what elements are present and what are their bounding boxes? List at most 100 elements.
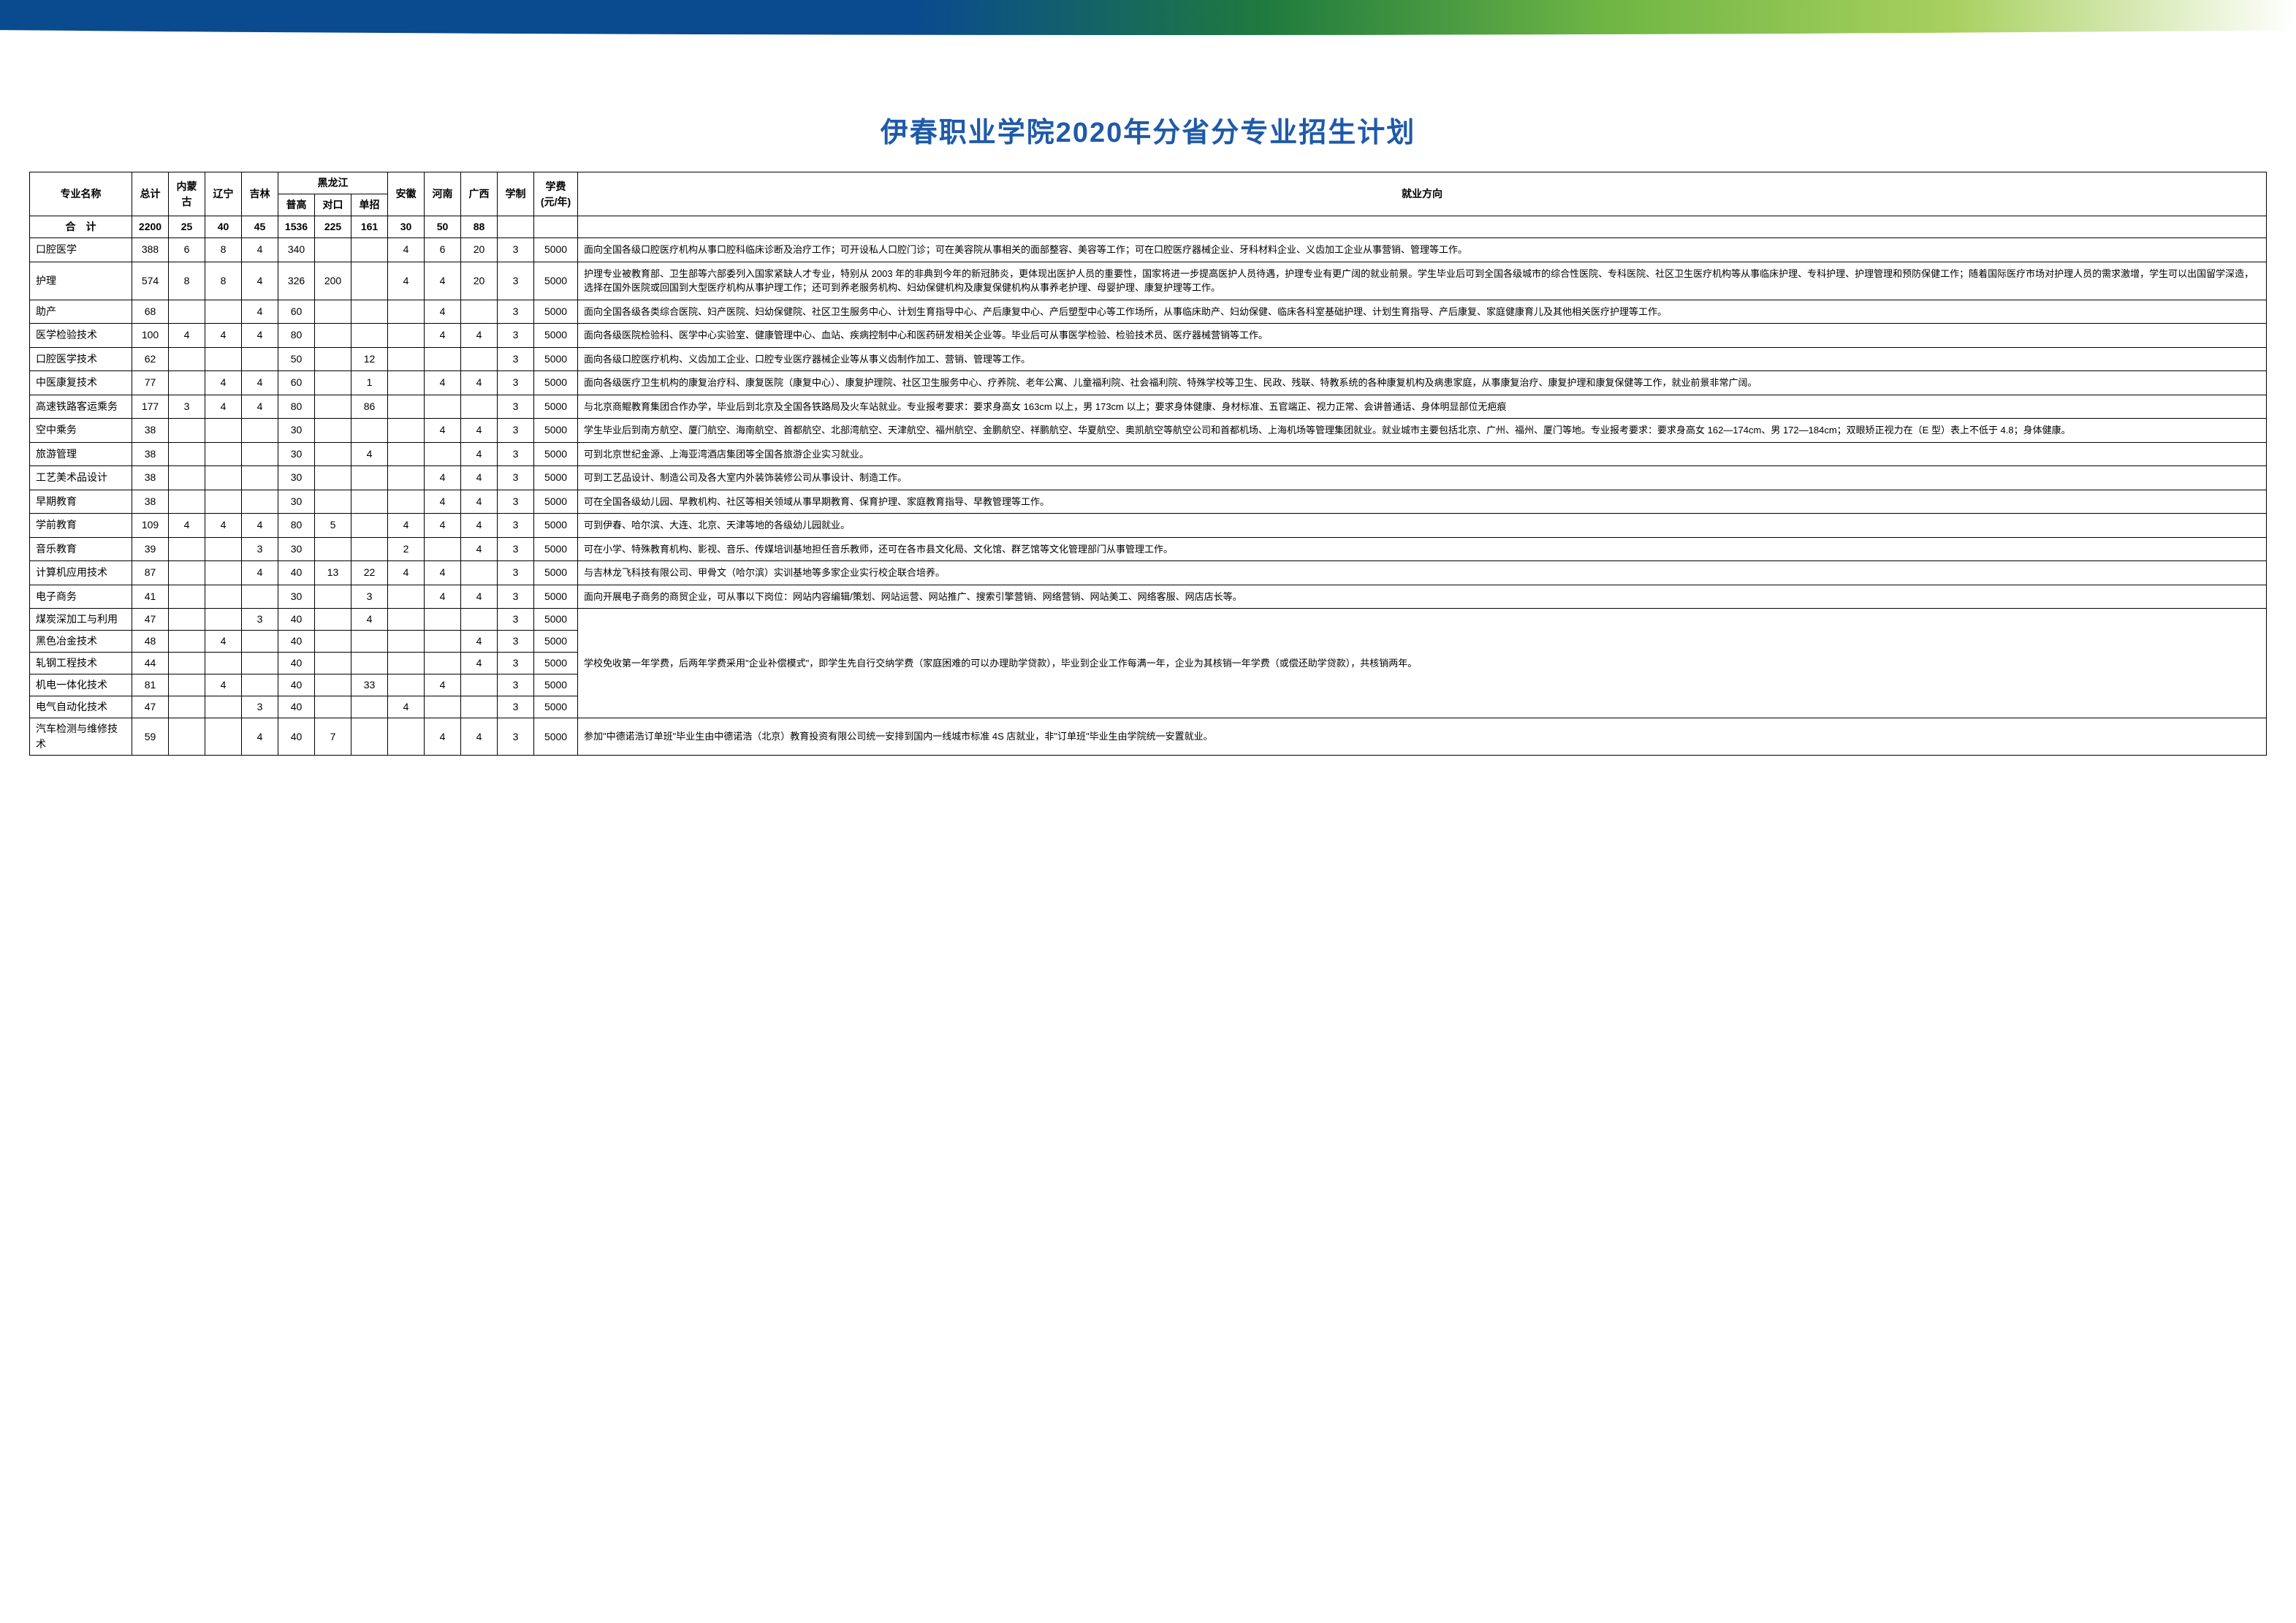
cell-ah [388, 674, 425, 696]
cell-ah: 2 [388, 537, 425, 561]
cell-dz [351, 537, 388, 561]
cell-dk [315, 490, 351, 514]
cell-total: 38 [132, 442, 169, 466]
cell-nmg: 4 [169, 324, 205, 348]
cell-hn: 4 [425, 419, 461, 443]
cell-hn: 4 [425, 514, 461, 538]
cell-total: 177 [132, 395, 169, 419]
cell-gx: 4 [461, 585, 498, 609]
cell-pg: 80 [278, 324, 315, 348]
cell-gx: 20 [461, 238, 498, 262]
cell-dz: 12 [351, 347, 388, 371]
cell-ah: 4 [388, 696, 425, 718]
cell-xf: 5000 [534, 238, 578, 262]
cell-xf: 5000 [534, 442, 578, 466]
cell-jl: 4 [242, 395, 278, 419]
cell-gx: 4 [461, 419, 498, 443]
table-row: 学前教育10944480544435000可到伊春、哈尔滨、大连、北京、天津等地… [30, 514, 2267, 538]
cell-xf: 5000 [534, 300, 578, 324]
cell-dz: 4 [351, 609, 388, 631]
th-xz: 学制 [498, 172, 534, 216]
cell-xf: 5000 [534, 490, 578, 514]
cell-dk [315, 395, 351, 419]
cell-ln [205, 442, 242, 466]
cell-dk [315, 674, 351, 696]
cell-total: 47 [132, 696, 169, 718]
cell-major: 音乐教育 [30, 537, 132, 561]
cell-dz: 86 [351, 395, 388, 419]
th-hlj-pg: 普高 [278, 194, 315, 216]
cell-jl [242, 466, 278, 490]
cell-direction: 面向各级医疗卫生机构的康复治疗科、康复医院（康复中心）、康复护理院、社区卫生服务… [578, 371, 2267, 395]
cell-ln [205, 561, 242, 585]
cell-gx [461, 696, 498, 718]
cell-jl: 4 [242, 300, 278, 324]
cell-xf: 5000 [534, 324, 578, 348]
cell-nmg: 3 [169, 395, 205, 419]
cell-pg: 30 [278, 585, 315, 609]
table-row: 计算机应用技术8744013224435000与吉林龙飞科技有限公司、甲骨文（哈… [30, 561, 2267, 585]
cell-ln [205, 653, 242, 674]
cell-hn [425, 395, 461, 419]
cell-pg: 40 [278, 718, 315, 756]
cell-ah [388, 300, 425, 324]
cell-total: 59 [132, 718, 169, 756]
cell-direction: 可到伊春、哈尔滨、大连、北京、天津等地的各级幼儿园就业。 [578, 514, 2267, 538]
cell-ln: 8 [205, 238, 242, 262]
cell-gx: 4 [461, 537, 498, 561]
cell-hn: 4 [425, 490, 461, 514]
cell-ln: 8 [205, 262, 242, 300]
table-row: 护理574884326200442035000护理专业被教育部、卫生部等六部委列… [30, 262, 2267, 300]
cell-ah [388, 585, 425, 609]
cell-ln [205, 718, 242, 756]
cell-jl [242, 347, 278, 371]
cell-jl [242, 419, 278, 443]
cell-gx: 4 [461, 514, 498, 538]
table-row: 旅游管理38304435000可到北京世纪金源、上海亚湾酒店集团等全国各旅游企业… [30, 442, 2267, 466]
cell-jl: 4 [242, 262, 278, 300]
cell-dk [315, 442, 351, 466]
cell-xz: 3 [498, 718, 534, 756]
cell-jl [242, 653, 278, 674]
table-head: 专业名称 总计 内蒙古 辽宁 吉林 黑龙江 安徽 河南 广西 学制 学费 (元/… [30, 172, 2267, 216]
cell-ah [388, 371, 425, 395]
cell-jl: 4 [242, 371, 278, 395]
cell-ln: 4 [205, 395, 242, 419]
cell-total: 87 [132, 561, 169, 585]
total-gx: 88 [461, 216, 498, 238]
cell-dz: 1 [351, 371, 388, 395]
th-xf: 学费 (元/年) [534, 172, 578, 216]
cell-hn: 4 [425, 585, 461, 609]
cell-dz [351, 419, 388, 443]
cell-nmg [169, 537, 205, 561]
table-row: 电子商务413034435000面向开展电子商务的商贸企业，可从事以下岗位：网站… [30, 585, 2267, 609]
cell-major: 计算机应用技术 [30, 561, 132, 585]
table-row: 早期教育38304435000可在全国各级幼儿园、早教机构、社区等相关领域从事早… [30, 490, 2267, 514]
cell-major: 轧钢工程技术 [30, 653, 132, 674]
table-body: 合 计22002540451536225161305088口腔医学3886843… [30, 216, 2267, 756]
cell-pg: 40 [278, 561, 315, 585]
cell-xf: 5000 [534, 653, 578, 674]
cell-nmg [169, 371, 205, 395]
cell-hn [425, 631, 461, 653]
cell-ah [388, 442, 425, 466]
cell-ah: 4 [388, 262, 425, 300]
cell-dk [315, 631, 351, 653]
cell-xz: 3 [498, 537, 534, 561]
cell-ah [388, 609, 425, 631]
cell-xz: 3 [498, 371, 534, 395]
cell-hn: 4 [425, 718, 461, 756]
cell-direction: 与北京商鲲教育集团合作办学，毕业后到北京及全国各铁路局及火车站就业。专业报考要求… [578, 395, 2267, 419]
cell-gx [461, 300, 498, 324]
cell-dk [315, 653, 351, 674]
th-hn: 河南 [425, 172, 461, 216]
cell-jl: 3 [242, 696, 278, 718]
th-total: 总计 [132, 172, 169, 216]
cell-total: 41 [132, 585, 169, 609]
th-major: 专业名称 [30, 172, 132, 216]
cell-xz: 3 [498, 490, 534, 514]
cell-xz: 3 [498, 609, 534, 631]
th-hlj: 黑龙江 [278, 172, 388, 194]
th-hlj-dz: 单招 [351, 194, 388, 216]
cell-major: 中医康复技术 [30, 371, 132, 395]
